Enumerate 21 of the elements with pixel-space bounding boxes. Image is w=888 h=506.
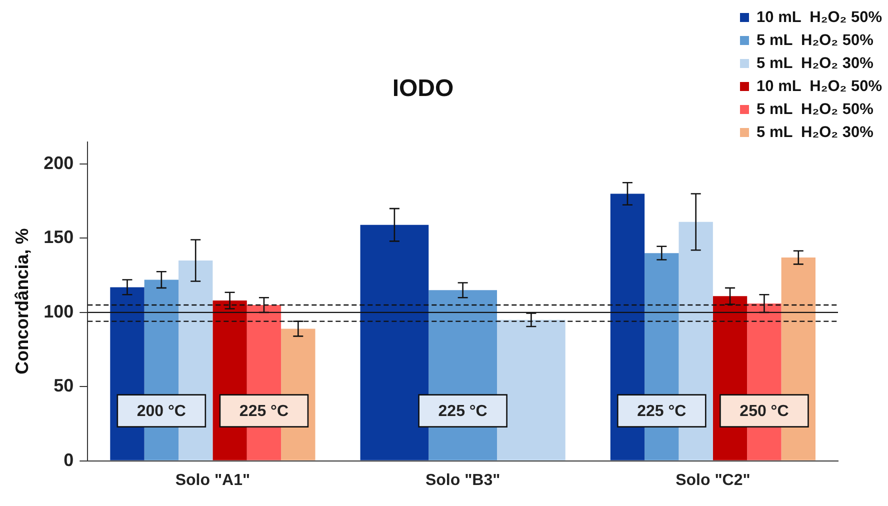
y-tick-label: 50: [54, 376, 74, 396]
legend-label: 10 mL H₂O₂ 50%: [756, 77, 882, 97]
y-axis-title: Concordância, %: [12, 228, 32, 374]
legend-label: 5 mL H₂O₂ 50%: [756, 31, 874, 51]
y-tick-label: 100: [44, 301, 74, 322]
annotation: 225 °C: [438, 403, 488, 420]
y-tick-label: 150: [44, 227, 74, 248]
legend-label: 5 mL H₂O₂ 30%: [756, 54, 874, 74]
annotation: 225 °C: [239, 403, 289, 420]
annotation: 225 °C: [637, 403, 687, 420]
legend-label: 10 mL H₂O₂ 50%: [756, 8, 882, 28]
chart-title: IODO: [392, 75, 454, 102]
annotation: 250 °C: [740, 403, 790, 420]
x-tick-label: Solo "C2": [676, 472, 750, 489]
x-tick-label: Solo "A1": [175, 472, 250, 489]
legend-label: 5 mL H₂O₂ 50%: [756, 100, 874, 120]
legend-label: 5 mL H₂O₂ 30%: [756, 123, 874, 143]
x-tick-label: Solo "B3": [425, 472, 500, 489]
y-tick-label: 200: [44, 153, 74, 174]
annotation: 200 °C: [136, 403, 186, 420]
y-tick-label: 0: [64, 450, 74, 470]
